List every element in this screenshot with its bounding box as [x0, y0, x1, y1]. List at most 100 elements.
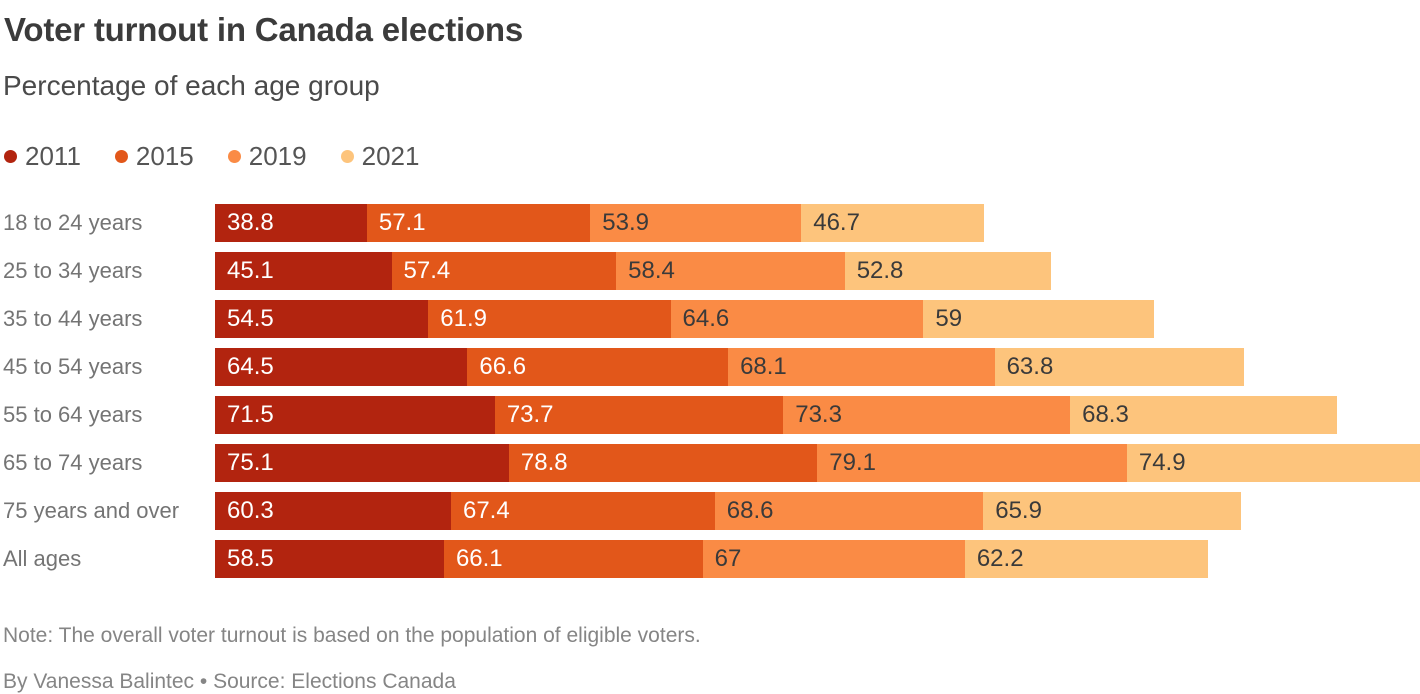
legend-dot-icon	[227, 149, 241, 163]
bar-segment-2019: 73.3	[783, 396, 1071, 435]
row-label: 55 to 64 years	[3, 402, 143, 428]
chart-title: Voter turnout in Canada elections	[4, 11, 524, 48]
bar-value-label: 64.5	[227, 353, 274, 381]
chart-row: All ages 58.5 66.1 67 62.2	[0, 540, 1420, 579]
bar-value-label: 67	[714, 545, 742, 573]
bar-segment-2011: 45.1	[215, 252, 392, 291]
bar-segment-2019: 53.9	[590, 204, 802, 243]
legend-label: 2011	[25, 141, 81, 172]
bar-value-label: 68.6	[726, 497, 774, 525]
bar-segment-2019: 67	[702, 540, 965, 579]
bar-value-label: 71.5	[227, 401, 274, 429]
row-bars: 71.5 73.7 73.3 68.3	[215, 396, 1420, 435]
bar-value-label: 73.3	[795, 401, 842, 429]
bar-segment-2021: 63.8	[994, 348, 1245, 387]
legend-dot-icon	[4, 149, 17, 163]
bar-value-label: 73.7	[506, 401, 554, 429]
row-bars: 75.1 78.8 79.1 74.9	[215, 444, 1420, 483]
bar-value-label: 53.9	[602, 209, 650, 237]
bar-value-label: 66.1	[455, 545, 503, 573]
bar-value-label: 45.1	[227, 257, 274, 285]
row-bars: 58.5 66.1 67 62.2	[215, 540, 1420, 579]
bar-value-label: 63.8	[1006, 353, 1054, 381]
bar-segment-2019: 64.6	[670, 300, 924, 339]
chart-row: 55 to 64 years 71.5 73.7 73.3 68.3	[0, 396, 1420, 435]
bar-value-label: 75.1	[227, 449, 274, 477]
row-label: 45 to 54 years	[3, 354, 143, 380]
bar-value-label: 68.1	[740, 353, 787, 381]
chart-row: 65 to 74 years 75.1 78.8 79.1 74.9	[0, 444, 1420, 483]
chart-row: 35 to 44 years 54.5 61.9 64.6 59	[0, 300, 1420, 339]
bar-segment-2021: 52.8	[844, 252, 1052, 291]
bar-value-label: 62.2	[976, 545, 1024, 573]
bar-value-label: 66.6	[479, 353, 527, 381]
bar-value-label: 38.8	[227, 209, 274, 237]
legend-dot-icon	[114, 149, 128, 163]
bar-segment-2011: 71.5	[215, 396, 495, 435]
bar-segment-2011: 60.3	[215, 492, 451, 531]
bar-segment-2019: 68.6	[714, 492, 984, 531]
bar-value-label: 57.4	[403, 257, 451, 285]
bar-segment-2011: 54.5	[215, 300, 429, 339]
bar-segment-2015: 78.8	[508, 444, 818, 483]
bar-segment-2011: 38.8	[215, 204, 367, 243]
chart-page: Voter turnout in Canada elections Percen…	[0, 11, 1420, 694]
row-label: 65 to 74 years	[3, 450, 143, 476]
bar-value-label: 67.4	[462, 497, 510, 525]
bar-value-label: 60.3	[227, 497, 274, 525]
legend-item-2015: 2015	[114, 141, 194, 172]
bar-segment-2019: 58.4	[616, 252, 845, 291]
bar-segment-2015: 57.4	[391, 252, 617, 291]
bar-segment-2015: 66.6	[467, 348, 729, 387]
bar-value-label: 54.5	[227, 305, 274, 333]
bar-value-label: 78.8	[520, 449, 568, 477]
legend-label: 2021	[361, 141, 420, 172]
bar-segment-2021: 68.3	[1070, 396, 1338, 435]
bar-value-label: 58.5	[227, 545, 274, 573]
bar-segment-2015: 57.1	[366, 204, 591, 243]
chart-row: 75 years and over 60.3 67.4 68.6 65.9	[0, 492, 1420, 531]
bar-segment-2015: 61.9	[428, 300, 671, 339]
bar-value-label: 52.8	[856, 257, 904, 285]
stacked-bar-chart: 18 to 24 years 38.8 57.1 53.9 46.7 25 to 34 y…	[0, 204, 1420, 579]
chart-row: 25 to 34 years 45.1 57.4 58.4 52.8	[0, 252, 1420, 291]
bar-segment-2011: 64.5	[215, 348, 468, 387]
bar-value-label: 79.1	[829, 449, 877, 477]
row-label: 25 to 34 years	[3, 258, 143, 284]
legend-item-2019: 2019	[227, 143, 307, 169]
bar-segment-2015: 73.7	[494, 396, 784, 435]
row-bars: 60.3 67.4 68.6 65.9	[215, 492, 1420, 531]
bar-value-label: 65.9	[995, 497, 1042, 525]
chart-row: 45 to 54 years 64.5 66.6 68.1 63.8	[0, 348, 1420, 387]
chart-note: Note: The overall voter turnout is based…	[3, 624, 701, 648]
bar-value-label: 57.1	[378, 209, 426, 237]
bar-segment-2015: 66.1	[443, 540, 703, 579]
bar-value-label: 61.9	[440, 305, 487, 333]
row-bars: 54.5 61.9 64.6 59	[215, 300, 1420, 339]
bar-segment-2019: 68.1	[728, 348, 995, 387]
bar-value-label: 46.7	[813, 209, 860, 237]
legend-item-2011: 2011	[4, 143, 81, 169]
bar-segment-2015: 67.4	[450, 492, 715, 531]
bar-value-label: 58.4	[628, 257, 675, 285]
chart-row: 18 to 24 years 38.8 57.1 53.9 46.7	[0, 204, 1420, 243]
bar-segment-2021: 62.2	[964, 540, 1209, 579]
legend-dot-icon	[340, 149, 354, 163]
bar-value-label: 68.3	[1082, 401, 1129, 429]
legend-item-2021: 2021	[340, 141, 420, 172]
chart-byline: By Vanessa Balintec • Source: Elections …	[3, 670, 456, 694]
bar-segment-2021: 65.9	[983, 492, 1242, 531]
bar-value-label: 74.9	[1138, 449, 1186, 477]
bar-value-label: 59	[935, 305, 963, 333]
row-bars: 45.1 57.4 58.4 52.8	[215, 252, 1420, 291]
row-bars: 64.5 66.6 68.1 63.8	[215, 348, 1420, 387]
bar-value-label: 64.6	[682, 305, 730, 333]
bar-segment-2019: 79.1	[817, 444, 1127, 483]
row-label: 18 to 24 years	[3, 210, 143, 236]
row-label: 35 to 44 years	[3, 306, 143, 332]
bar-segment-2011: 58.5	[215, 540, 444, 579]
bar-segment-2021: 59	[923, 300, 1155, 339]
bar-segment-2021: 74.9	[1126, 444, 1420, 483]
bar-segment-2021: 46.7	[801, 204, 984, 243]
legend-label: 2015	[135, 141, 194, 172]
